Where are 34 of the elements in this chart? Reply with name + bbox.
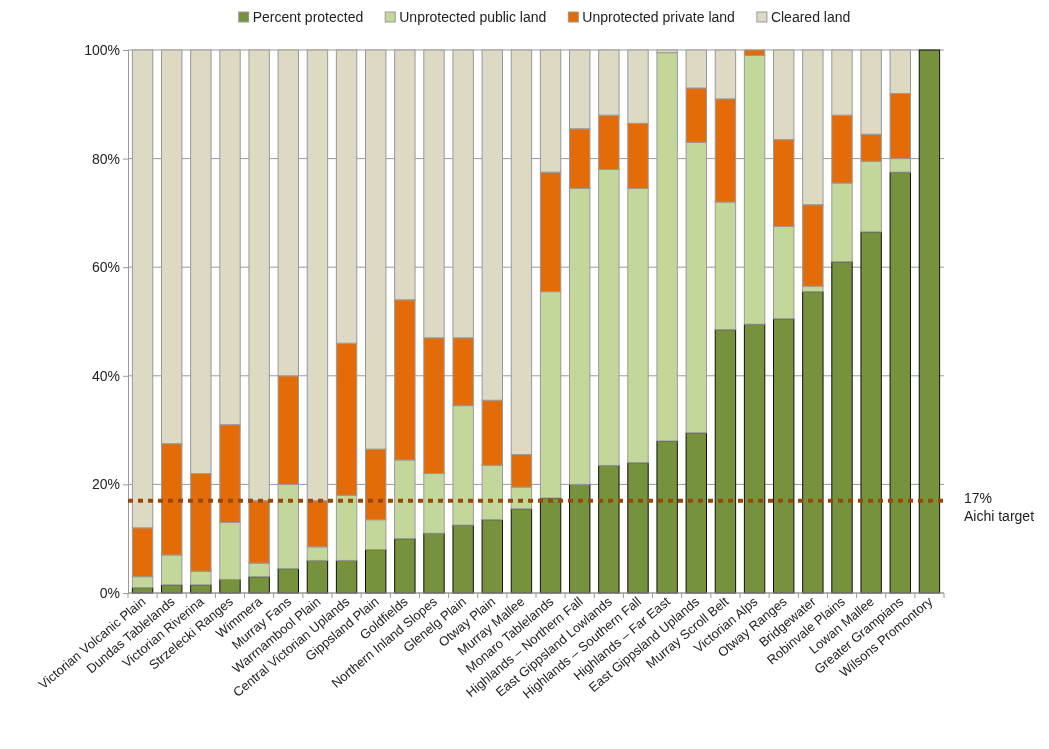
bar [918,49,941,594]
bar [539,497,562,594]
y-tick-label: 20% [91,476,120,493]
legend-label: Percent protected [252,9,364,25]
bar [335,559,358,594]
bar [627,462,649,594]
bar [452,524,474,594]
legend-label: Cleared land [770,9,851,25]
legend-label: Unprotected private land [582,9,735,25]
bar [306,559,329,594]
bar [773,318,795,594]
bar [743,323,766,594]
bar [860,231,882,594]
bar [423,532,445,594]
bar [802,291,824,594]
bar [365,549,387,594]
bar [510,508,533,594]
y-tick-label: 100% [84,41,120,58]
y-tick-label: 80% [91,150,120,167]
bar [569,483,591,594]
legend-label: Unprotected public land [399,9,547,25]
bar [277,568,299,594]
bar [714,329,737,594]
bar [685,432,707,594]
bar [831,261,853,594]
bar [481,519,503,594]
bar [394,538,416,594]
ref-line-label: 17% Aichi target [964,489,1035,524]
bar [656,440,678,594]
bar [598,464,620,594]
y-tick-label: 40% [91,367,120,384]
y-tick-label: 0% [99,584,120,601]
bar [889,171,911,594]
y-tick-label: 60% [91,259,120,276]
